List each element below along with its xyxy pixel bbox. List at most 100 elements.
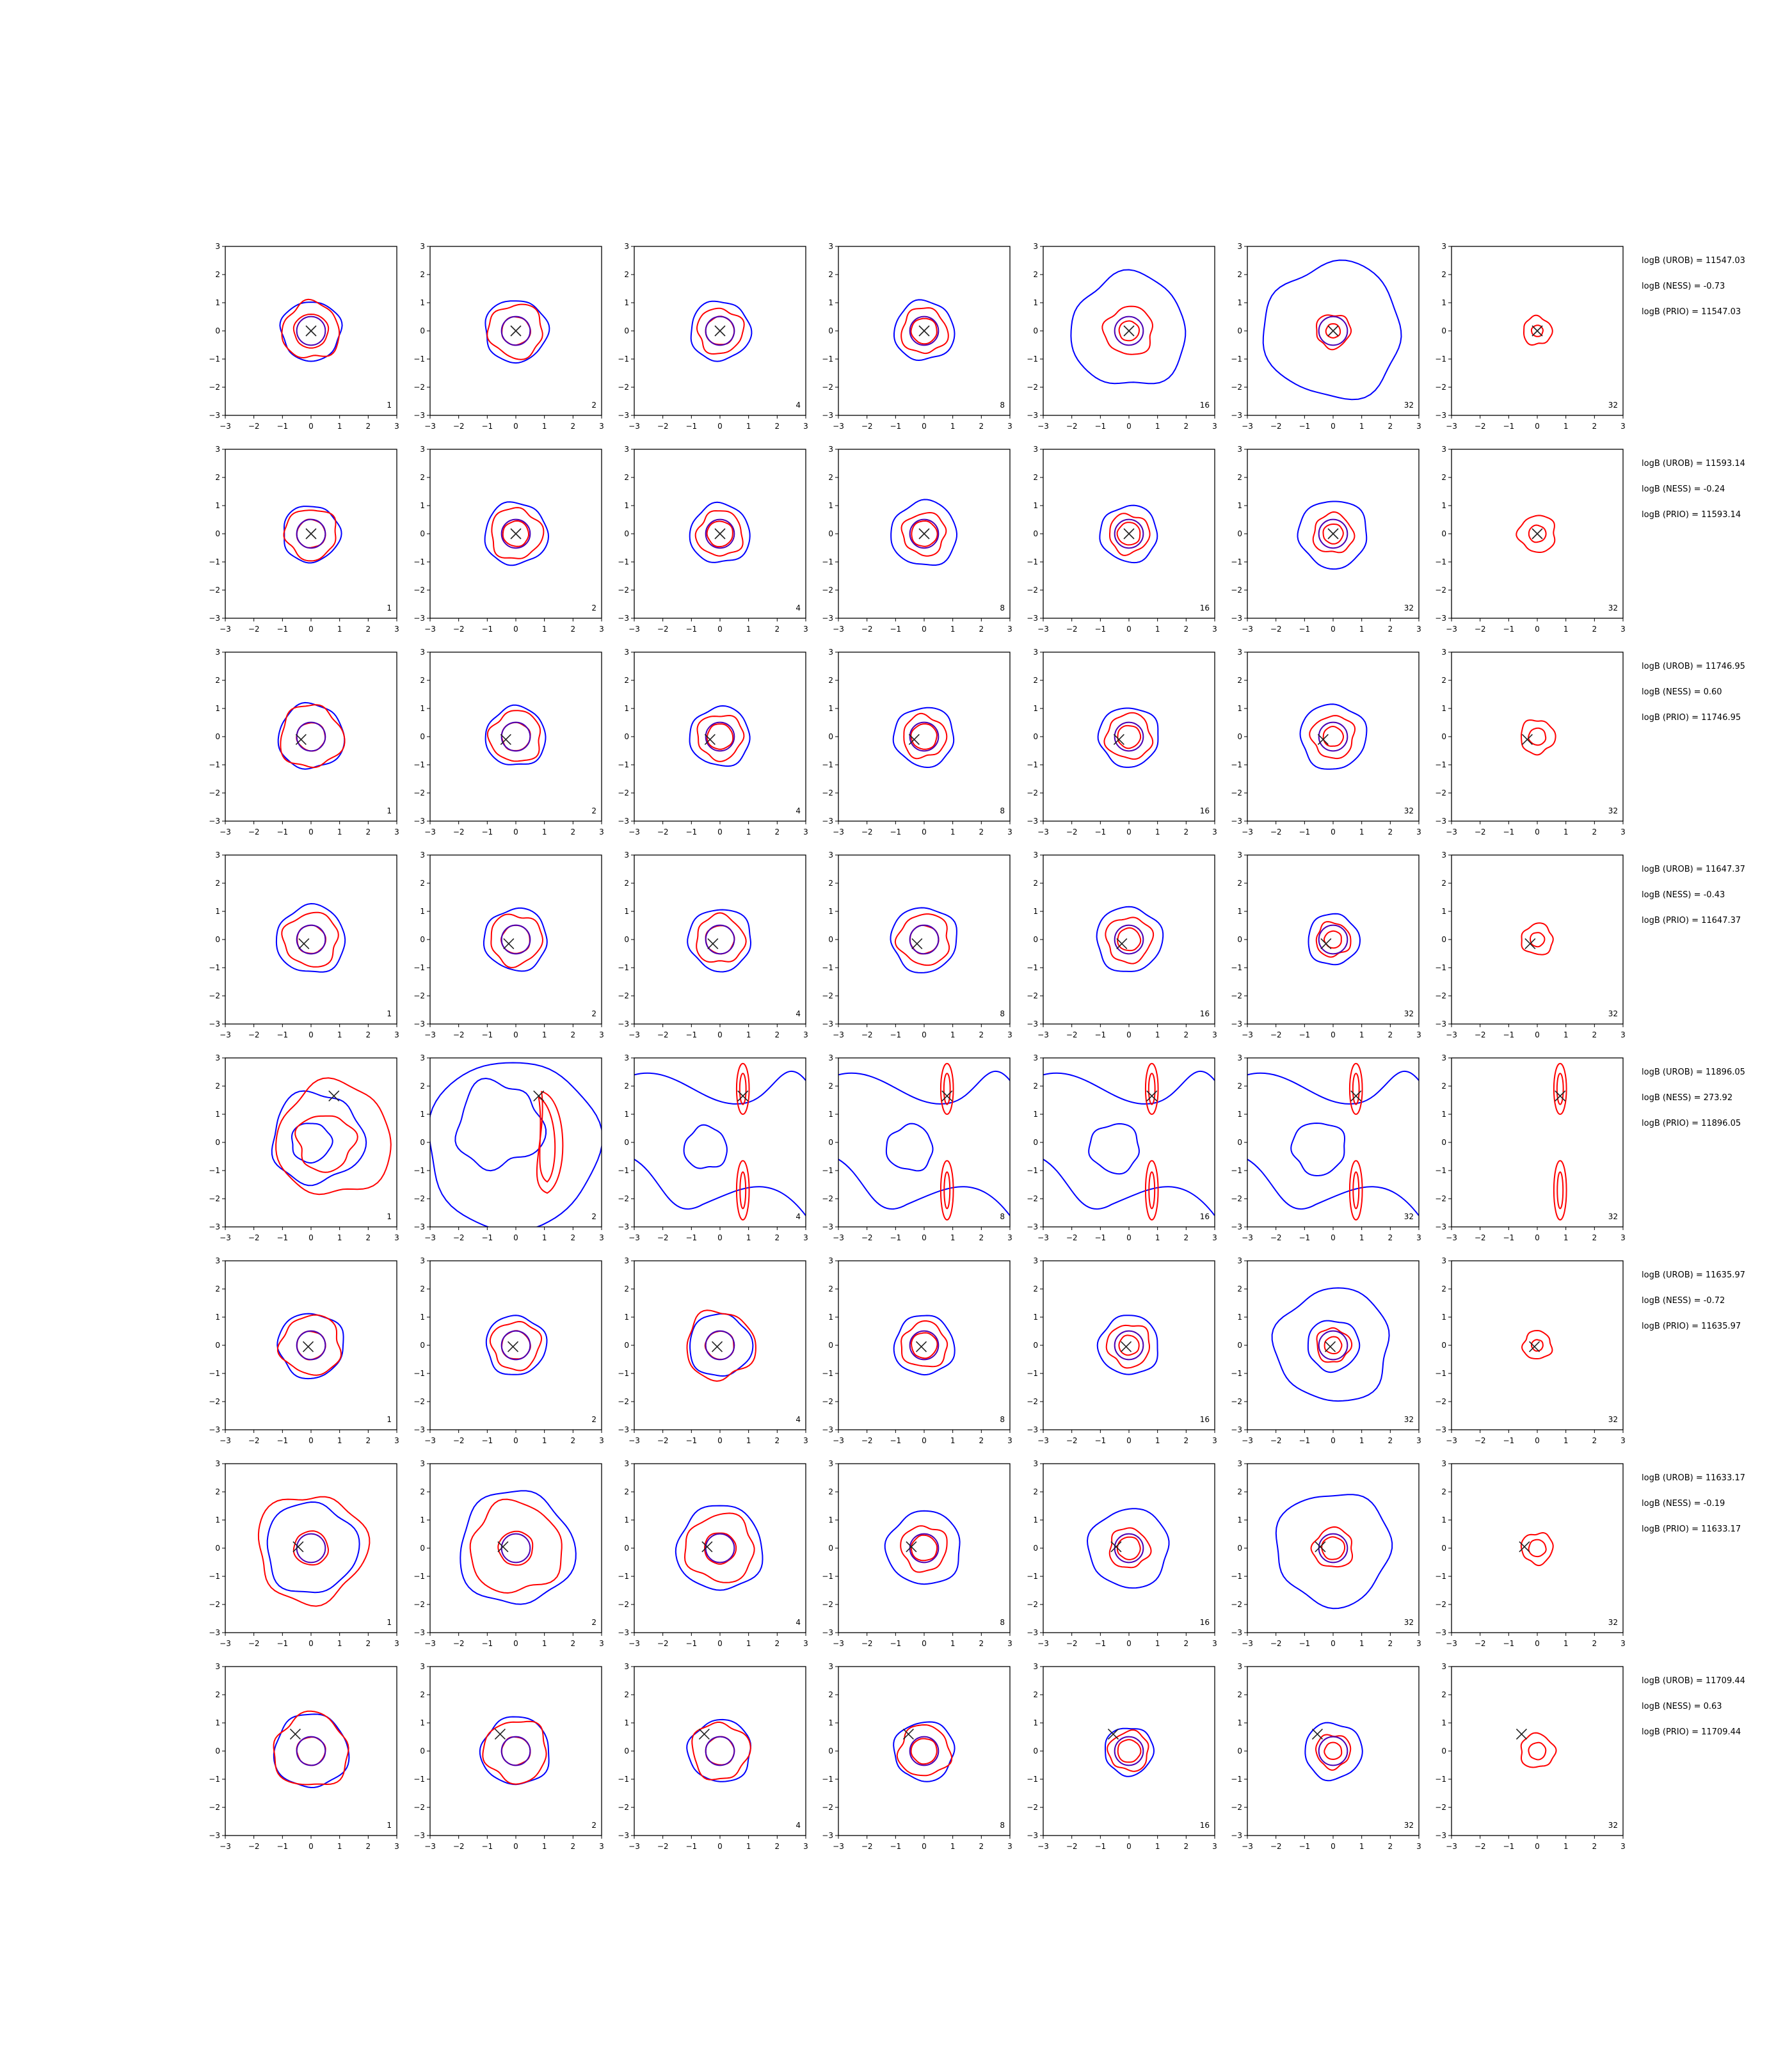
x-tick-label: −2 <box>657 1030 669 1039</box>
logB-annotation: logB (NESS) = -0.19 <box>1642 1499 1725 1508</box>
y-tick-label: −2 <box>413 1600 425 1609</box>
true-value-marker <box>500 733 511 745</box>
x-tick-label: −2 <box>861 1639 873 1648</box>
y-tick-label: −3 <box>1231 411 1242 420</box>
x-tick-label: −3 <box>1242 1436 1253 1445</box>
x-tick-label: 1 <box>1359 828 1364 836</box>
x-tick-label: −3 <box>424 1030 436 1039</box>
x-tick-label: 1 <box>746 625 751 634</box>
contour-group <box>686 1718 752 1782</box>
x-tick-label: −2 <box>657 1436 669 1445</box>
x-tick-label: −3 <box>1446 625 1457 634</box>
axes-frame <box>1043 1666 1215 1836</box>
contour-panel: −3−3 −2 −2 −1 −1 0 0 1 1 2 2 3 3 8 <box>822 1459 1012 1648</box>
y-tick-label: −2 <box>822 586 833 595</box>
y-tick-label: −3 <box>413 614 425 623</box>
x-tick-label: 1 <box>1564 828 1569 836</box>
y-tick-label: 1 <box>624 1718 629 1727</box>
x-tick-label: −1 <box>890 1233 901 1242</box>
true-value-marker <box>707 938 719 950</box>
x-tick-label: −1 <box>685 1233 697 1242</box>
x-tick-label: 0 <box>1126 828 1132 836</box>
true-value-marker <box>911 938 923 950</box>
true-value-marker <box>1516 1729 1527 1740</box>
x-tick-label: −2 <box>657 828 669 836</box>
x-tick-label: 1 <box>337 1842 342 1851</box>
y-tick-label: 2 <box>624 1082 629 1091</box>
y-tick-label: 1 <box>420 1313 425 1322</box>
x-tick-label: −3 <box>1446 828 1457 836</box>
axes-frame <box>1451 1260 1624 1430</box>
contour-group <box>1043 1062 1215 1221</box>
x-tick-label: 0 <box>513 1842 518 1851</box>
contour-panel: −3 −3 −2 −2 −1 −1 0 0 1 1 2 2 3 3 4 <box>618 1459 808 1648</box>
x-tick-label: −3 <box>1242 1639 1253 1648</box>
red-contour <box>911 1332 938 1359</box>
y-tick-label: 3 <box>828 1662 833 1671</box>
y-tick-label: 3 <box>215 1662 220 1671</box>
y-tick-label: −2 <box>1027 1397 1038 1406</box>
y-tick-label: −1 <box>618 355 629 364</box>
x-tick-label: −3 <box>628 1233 640 1242</box>
y-tick-label: 0 <box>215 935 220 944</box>
y-tick-label: 0 <box>1441 326 1446 335</box>
overlap-contour <box>909 1330 940 1361</box>
panel-label: 32 <box>1404 1415 1414 1424</box>
x-tick-label: 3 <box>599 1436 604 1445</box>
x-tick-label: 0 <box>1535 1842 1540 1851</box>
x-tick-label: −2 <box>1066 625 1078 634</box>
y-tick-label: 1 <box>420 1718 425 1727</box>
panel-label: 8 <box>1000 1821 1005 1830</box>
x-tick-label: −1 <box>685 422 697 431</box>
panel-label: 16 <box>1200 1415 1210 1424</box>
y-tick-label: 2 <box>828 270 833 279</box>
axes-frame <box>225 1666 397 1836</box>
red-contour <box>1148 1073 1156 1105</box>
axes-frame <box>838 1463 1011 1633</box>
x-tick-label: −1 <box>890 1030 901 1039</box>
true-value-marker <box>918 528 930 540</box>
axes-frame <box>225 1463 397 1633</box>
y-tick-label: −2 <box>1027 586 1038 595</box>
contour-group <box>675 1505 764 1591</box>
contour-panel: −3 −3 −2 −2 −1 −1 0 0 1 1 2 2 3 3 16 <box>1027 1256 1217 1445</box>
true-value-marker <box>1146 1090 1158 1101</box>
y-tick-label: 0 <box>420 935 425 944</box>
y-tick-label: 1 <box>1237 1718 1242 1727</box>
red-contour <box>903 712 948 760</box>
y-tick-label: 3 <box>1237 851 1242 860</box>
panel-label: 2 <box>591 1415 596 1424</box>
y-tick-label: 2 <box>1441 1082 1446 1091</box>
axes-frame <box>838 1666 1011 1836</box>
x-tick-label: −1 <box>276 1639 288 1648</box>
y-tick-label: −3 <box>1231 1628 1242 1637</box>
y-tick-label: −1 <box>1231 963 1242 972</box>
x-tick-label: −1 <box>481 1233 493 1242</box>
y-tick-label: 3 <box>1033 445 1038 454</box>
y-tick-label: −2 <box>618 1194 629 1203</box>
y-tick-label: 2 <box>1237 879 1242 888</box>
panel-label: 16 <box>1200 1821 1210 1830</box>
x-tick-label: 2 <box>775 422 780 431</box>
x-tick-label: 2 <box>1184 1842 1189 1851</box>
logB-annotation: logB (UROB) = 11647.37 <box>1642 865 1745 874</box>
y-tick-label: 0 <box>215 529 220 538</box>
contour-panel: −3 −3 −2 −2 −1 −1 0 0 1 1 2 2 3 3 2 <box>413 1459 604 1648</box>
x-tick-label: 2 <box>1592 422 1597 431</box>
x-tick-label: 1 <box>950 1842 956 1851</box>
y-tick-label: 1 <box>420 1110 425 1119</box>
y-tick-label: 3 <box>1237 445 1242 454</box>
x-tick-label: −1 <box>1094 1233 1106 1242</box>
contour-panel: −3 −3 −2 −2 −1 −1 0 0 1 1 2 2 3 3 16 <box>1027 648 1217 836</box>
y-tick-label: 0 <box>1441 1341 1446 1350</box>
y-tick-label: −2 <box>413 383 425 392</box>
y-tick-label: −3 <box>1027 1222 1038 1231</box>
y-tick-label: −3 <box>1027 1628 1038 1637</box>
y-tick-label: −2 <box>413 1194 425 1203</box>
y-tick-label: −3 <box>1231 1831 1242 1840</box>
overlap-contour <box>1318 518 1348 549</box>
red-contour <box>1529 932 1546 948</box>
logB-annotation: logB (PRIO) = 11547.03 <box>1642 307 1741 317</box>
y-tick-label: 3 <box>1441 851 1446 860</box>
red-contour <box>482 1720 547 1785</box>
